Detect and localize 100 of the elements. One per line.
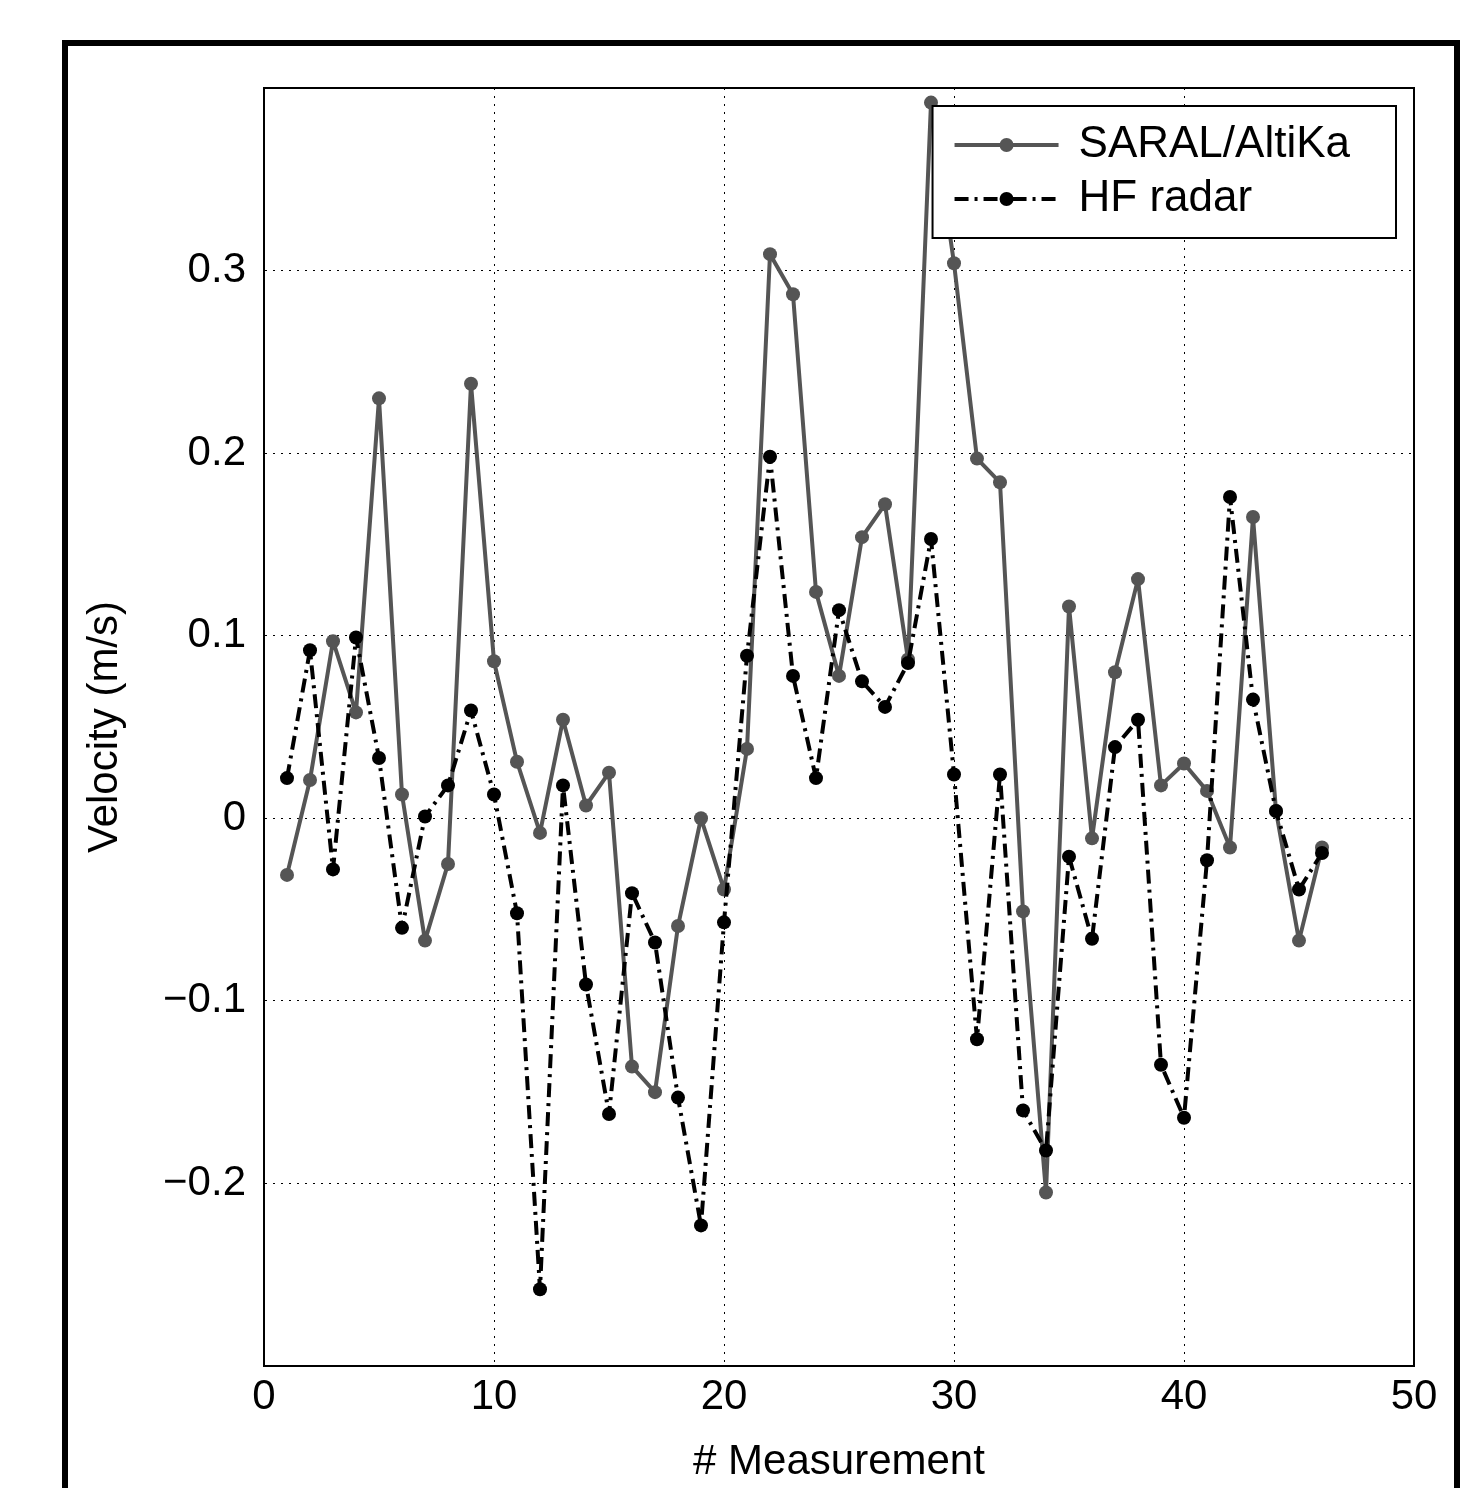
point bbox=[1108, 740, 1122, 755]
point bbox=[372, 751, 386, 766]
point bbox=[1131, 712, 1145, 727]
point bbox=[740, 648, 754, 663]
point bbox=[1177, 756, 1191, 771]
point bbox=[349, 630, 363, 645]
point bbox=[1154, 1057, 1168, 1072]
point bbox=[510, 906, 524, 921]
point bbox=[717, 915, 731, 930]
point bbox=[671, 919, 685, 933]
point bbox=[1085, 931, 1099, 946]
x-tick-label: 30 bbox=[930, 1370, 978, 1418]
point bbox=[418, 933, 432, 948]
point bbox=[556, 778, 570, 793]
point bbox=[1177, 1110, 1191, 1125]
point bbox=[280, 867, 294, 882]
point bbox=[1039, 1143, 1053, 1158]
point bbox=[556, 712, 570, 727]
point bbox=[855, 674, 869, 689]
point bbox=[671, 1090, 685, 1105]
y-tick-label: 0.1 bbox=[187, 609, 246, 657]
point bbox=[464, 703, 478, 718]
point bbox=[602, 765, 616, 780]
point bbox=[1246, 692, 1260, 707]
point bbox=[1315, 845, 1329, 860]
point bbox=[395, 920, 409, 935]
point bbox=[740, 741, 754, 756]
y-axis-title: Velocity (m/s) bbox=[78, 600, 126, 854]
point bbox=[786, 287, 800, 302]
point bbox=[970, 451, 984, 466]
x-axis-title: # Measurement bbox=[693, 1436, 986, 1484]
point bbox=[832, 668, 846, 683]
x-tick-label: 20 bbox=[700, 1370, 748, 1418]
point bbox=[1246, 510, 1260, 525]
point bbox=[786, 668, 800, 683]
point bbox=[579, 977, 593, 992]
point bbox=[372, 391, 386, 406]
point bbox=[418, 809, 432, 824]
point bbox=[1108, 665, 1122, 680]
point bbox=[395, 787, 409, 802]
legend-label: HF radar bbox=[1078, 171, 1253, 221]
point bbox=[1085, 831, 1099, 846]
point bbox=[579, 798, 593, 813]
point bbox=[510, 754, 524, 769]
point bbox=[1016, 1103, 1030, 1118]
point bbox=[878, 497, 892, 512]
y-tick-label: 0.3 bbox=[187, 244, 246, 292]
point bbox=[947, 767, 961, 782]
point bbox=[1200, 853, 1214, 868]
point bbox=[326, 862, 340, 877]
point bbox=[303, 643, 317, 658]
point bbox=[1016, 904, 1030, 919]
point bbox=[625, 1059, 639, 1074]
point bbox=[878, 699, 892, 714]
point bbox=[533, 1282, 547, 1297]
point bbox=[924, 531, 938, 546]
point bbox=[970, 1032, 984, 1047]
point bbox=[441, 778, 455, 793]
point bbox=[832, 603, 846, 618]
point bbox=[1292, 882, 1306, 897]
point bbox=[464, 376, 478, 391]
y-tick-label: 0 bbox=[222, 791, 246, 839]
point bbox=[763, 449, 777, 464]
point bbox=[280, 771, 294, 786]
point bbox=[1154, 778, 1168, 793]
x-tick-label: 0 bbox=[252, 1370, 276, 1418]
point bbox=[1223, 840, 1237, 855]
point bbox=[487, 787, 501, 802]
point bbox=[1292, 933, 1306, 948]
point bbox=[855, 530, 869, 545]
point bbox=[533, 825, 547, 840]
point bbox=[763, 247, 777, 262]
point bbox=[694, 1218, 708, 1233]
point bbox=[993, 475, 1007, 490]
point bbox=[441, 856, 455, 871]
point bbox=[947, 256, 961, 271]
point bbox=[993, 767, 1007, 782]
point bbox=[487, 654, 501, 669]
y-tick-label: 0.2 bbox=[187, 426, 246, 474]
y-tick-label: −0.2 bbox=[163, 1157, 246, 1205]
point bbox=[901, 656, 915, 671]
point bbox=[648, 935, 662, 950]
point bbox=[694, 811, 708, 826]
legend-label: SARAL/AltiKa bbox=[1078, 117, 1351, 167]
x-tick-label: 40 bbox=[1160, 1370, 1208, 1418]
point bbox=[602, 1107, 616, 1122]
x-tick-label: 10 bbox=[470, 1370, 518, 1418]
point bbox=[1062, 599, 1076, 614]
y-tick-label: −0.1 bbox=[163, 974, 246, 1022]
point bbox=[1039, 1185, 1053, 1200]
point bbox=[1062, 849, 1076, 864]
point bbox=[349, 705, 363, 720]
point bbox=[303, 772, 317, 787]
point bbox=[1131, 572, 1145, 587]
point bbox=[1223, 489, 1237, 504]
x-tick-label: 50 bbox=[1390, 1370, 1438, 1418]
point bbox=[809, 771, 823, 786]
point bbox=[625, 886, 639, 901]
point bbox=[809, 584, 823, 599]
point bbox=[648, 1085, 662, 1100]
